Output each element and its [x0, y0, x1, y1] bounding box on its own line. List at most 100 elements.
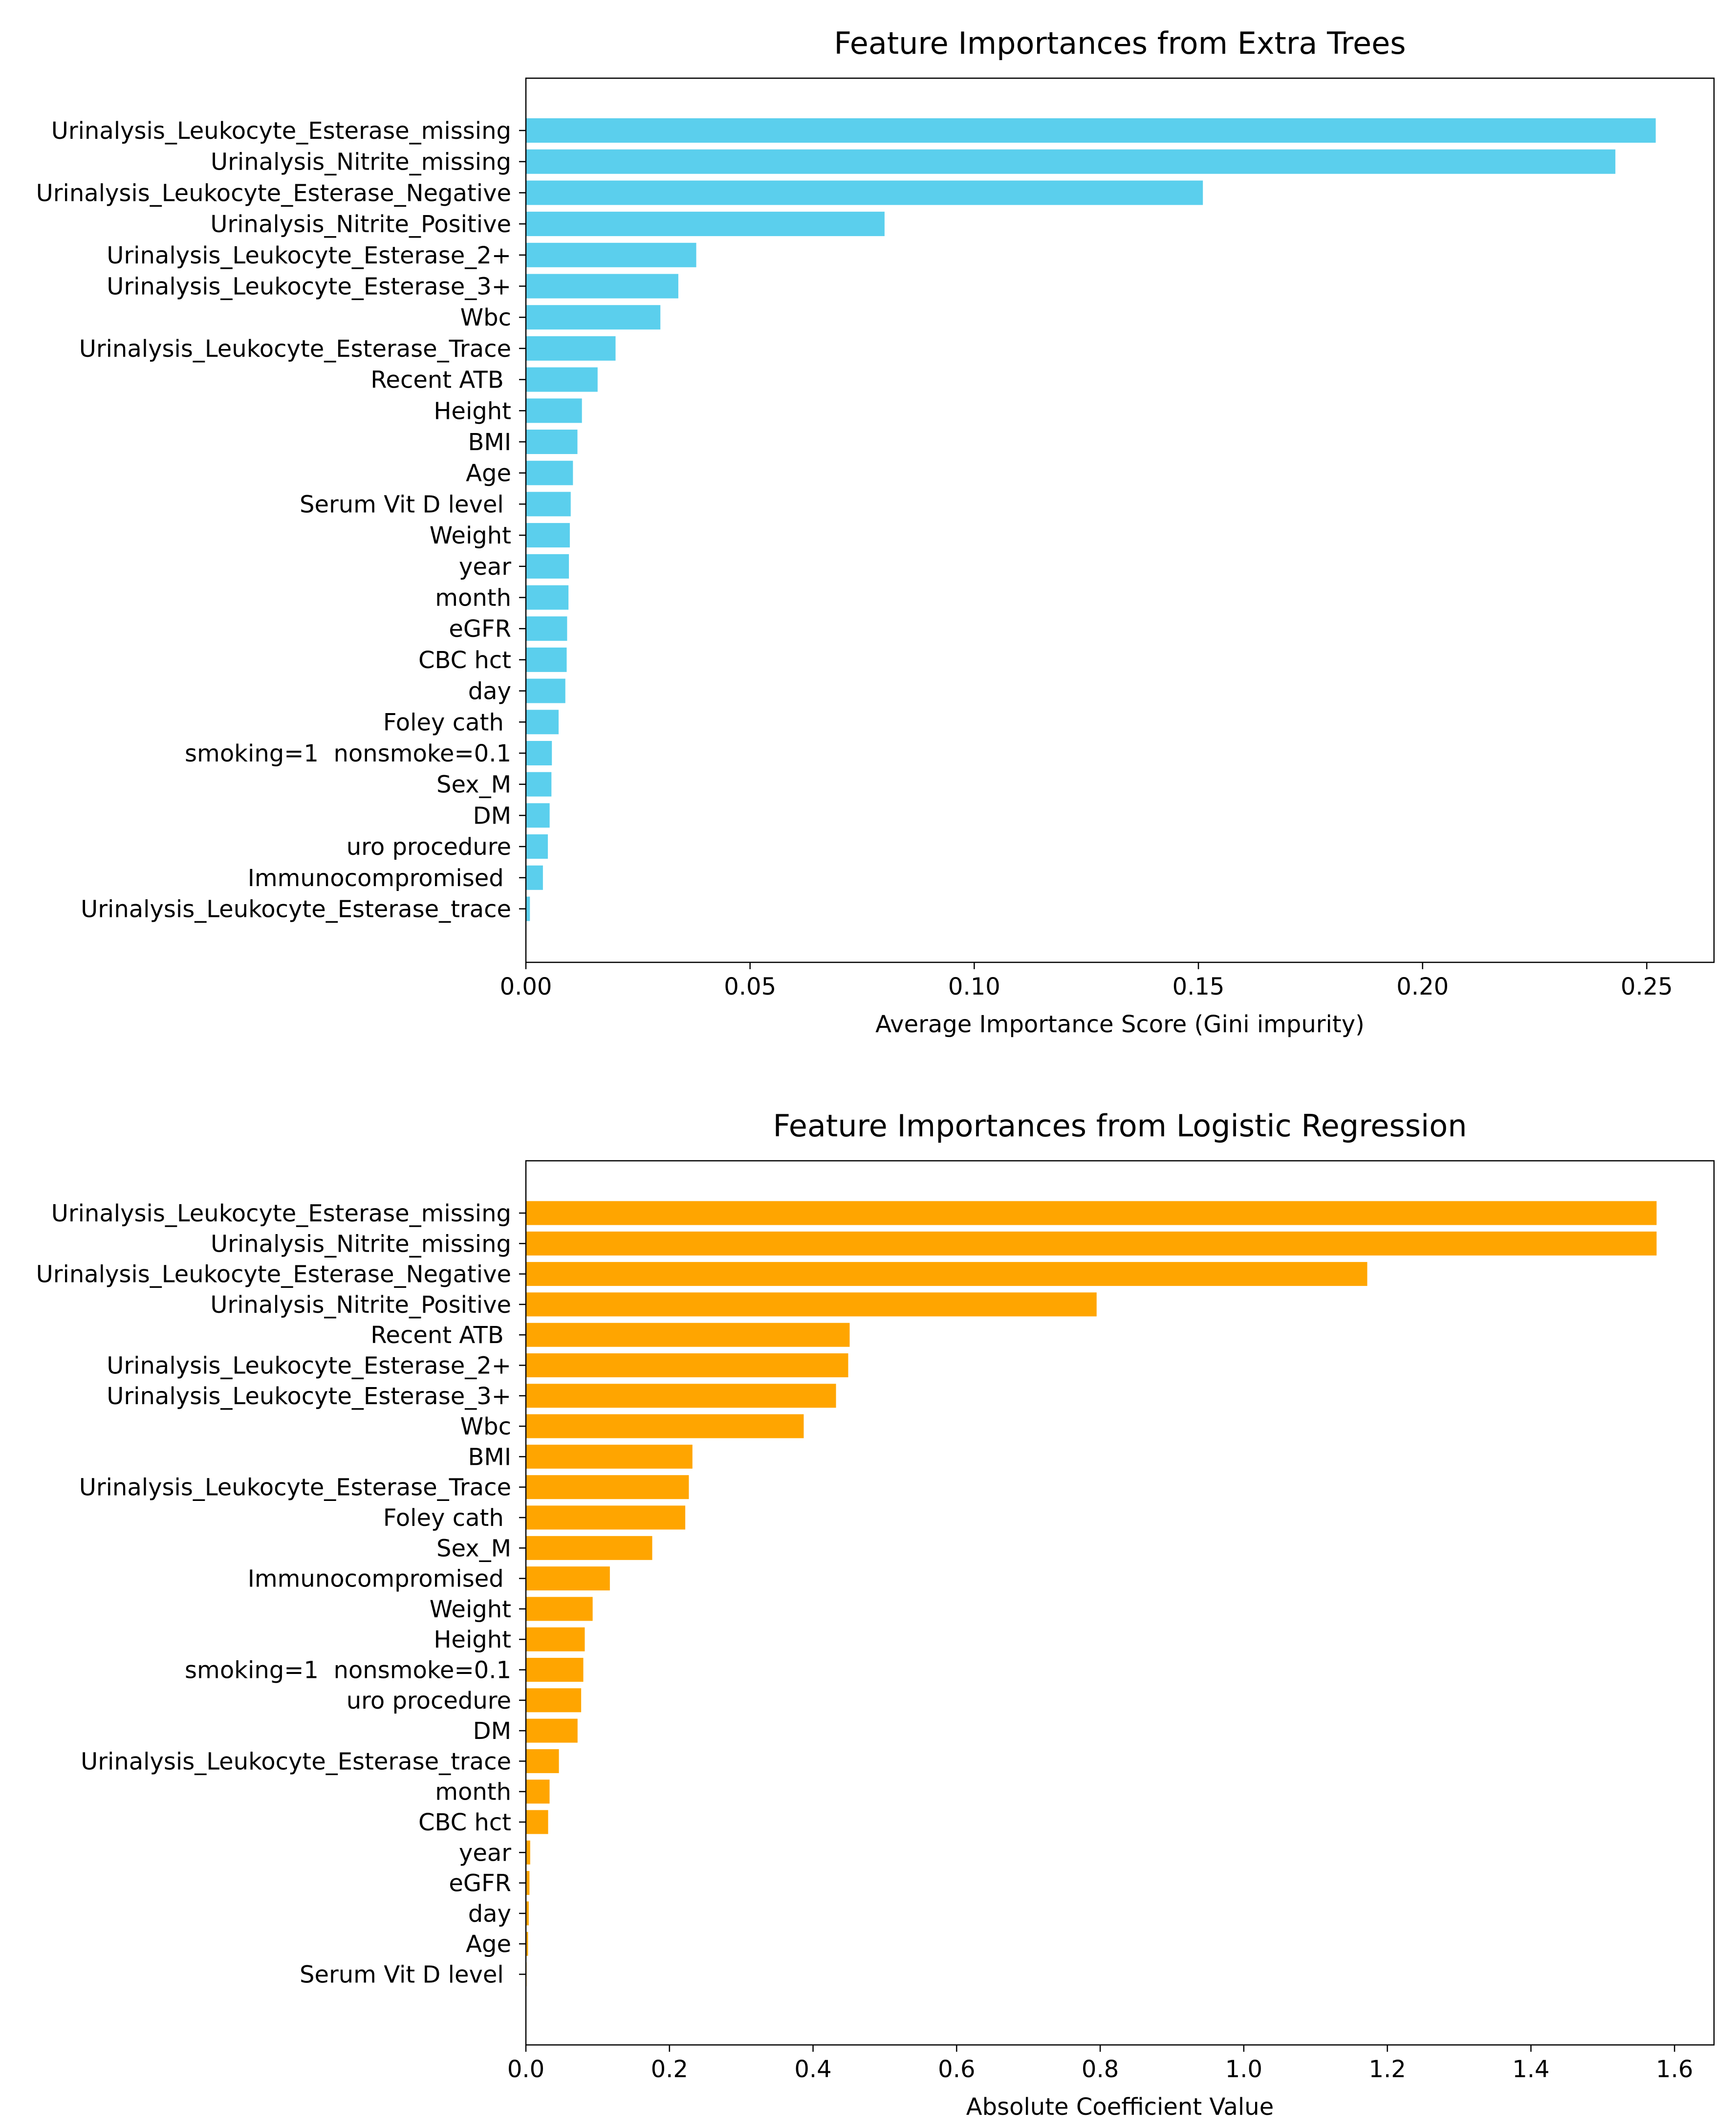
- y-tick-label: Urinalysis_Nitrite_missing: [211, 149, 511, 176]
- bar: [526, 1444, 693, 1469]
- x-tick-label: 0.20: [1396, 973, 1449, 1000]
- bar: [526, 1688, 582, 1713]
- bar: [526, 523, 570, 548]
- bar: [526, 274, 678, 299]
- plot-frame: [525, 77, 1715, 963]
- y-tick-label: Serum Vit D level: [300, 1961, 511, 1989]
- y-tick-label: month: [435, 585, 511, 612]
- bar: [526, 180, 1203, 205]
- y-tick-label: Foley cath: [383, 1504, 511, 1532]
- y-tick-label: Sex_M: [436, 771, 511, 799]
- y-tick-label: Urinalysis_Leukocyte_Esterase_Negative: [36, 1261, 511, 1288]
- y-tick-label: Weight: [430, 1596, 511, 1623]
- bar: [526, 1932, 528, 1956]
- y-tick-label: eGFR: [449, 1870, 511, 1897]
- y-tick-label: Wbc: [460, 304, 511, 331]
- bar: [526, 398, 582, 423]
- plot-frame: [525, 1160, 1715, 2046]
- y-tick-label: Urinalysis_Leukocyte_Esterase_2+: [107, 242, 511, 269]
- bar: [526, 1658, 584, 1682]
- bar: [526, 710, 559, 735]
- y-tick-label: year: [459, 553, 511, 581]
- y-tick-label: Wbc: [460, 1413, 511, 1440]
- y-tick-label: Urinalysis_Leukocyte_Esterase_trace: [81, 896, 511, 923]
- bar: [526, 803, 550, 828]
- y-tick-label: CBC hct: [418, 647, 511, 674]
- bar: [526, 492, 571, 517]
- bar: [526, 212, 885, 237]
- y-tick-label: Urinalysis_Nitrite_Positive: [210, 211, 511, 238]
- bar: [526, 1810, 548, 1834]
- y-tick-label: CBC hct: [418, 1809, 511, 1836]
- y-tick-label: Foley cath: [383, 709, 511, 736]
- bar: [526, 1323, 850, 1347]
- y-tick-label: Age: [466, 460, 511, 487]
- y-tick-label: DM: [473, 802, 511, 829]
- bar: [526, 242, 696, 267]
- y-tick-label: Height: [434, 1626, 511, 1653]
- logistic-regression-chart: Feature Importances from Logistic Regres…: [36, 1108, 1715, 2121]
- y-tick-label: Recent ATB: [370, 367, 511, 394]
- bar: [526, 772, 552, 797]
- bar: [526, 1505, 686, 1530]
- y-tick-label: Height: [434, 397, 511, 425]
- y-tick-label: smoking=1 nonsmoke=0.1: [185, 740, 511, 767]
- chart-title: Feature Importances from Extra Trees: [834, 25, 1406, 61]
- bar: [526, 367, 598, 392]
- y-tick-label: Urinalysis_Leukocyte_Esterase_2+: [107, 1352, 511, 1380]
- y-tick-label: uro procedure: [347, 1687, 511, 1715]
- y-tick-label: Urinalysis_Leukocyte_Esterase_missing: [51, 1200, 511, 1227]
- y-tick-label: eGFR: [449, 615, 511, 643]
- bar: [526, 1627, 585, 1651]
- bar: [526, 1536, 652, 1560]
- y-tick-label: uro procedure: [347, 833, 511, 861]
- x-tick-label: 0.0: [507, 2056, 544, 2083]
- bar: [526, 1840, 530, 1865]
- x-tick-label: 1.2: [1368, 2056, 1406, 2083]
- bar: [526, 1414, 804, 1438]
- x-tick-label: 1.4: [1512, 2056, 1549, 2083]
- y-tick-label: smoking=1 nonsmoke=0.1: [185, 1657, 511, 1684]
- y-tick-label: month: [435, 1779, 511, 1806]
- bar: [526, 678, 565, 703]
- y-tick-label: Urinalysis_Nitrite_missing: [211, 1230, 511, 1258]
- bar: [526, 616, 567, 641]
- bar: [526, 305, 661, 330]
- bar: [526, 554, 569, 579]
- y-tick-label: Immunocompromised: [248, 865, 511, 892]
- x-tick-label: 0.10: [948, 973, 1000, 1000]
- y-tick-label: Urinalysis_Leukocyte_Esterase_Trace: [79, 1474, 511, 1501]
- bar: [526, 1597, 593, 1621]
- y-tick-label: Sex_M: [436, 1535, 511, 1562]
- x-tick-label: 0.6: [938, 2056, 975, 2083]
- y-tick-label: Serum Vit D level: [300, 491, 511, 518]
- bar: [526, 1871, 530, 1895]
- bar: [526, 1384, 836, 1408]
- bar: [526, 896, 530, 921]
- y-tick-label: Urinalysis_Leukocyte_Esterase_trace: [81, 1748, 511, 1775]
- x-tick-label: 0.05: [724, 973, 776, 1000]
- x-axis-label: Average Importance Score (Gini impurity): [875, 1011, 1365, 1038]
- y-tick-label: day: [468, 1900, 511, 1928]
- y-tick-label: Urinalysis_Leukocyte_Esterase_3+: [107, 1383, 511, 1410]
- x-tick-label: 0.8: [1082, 2056, 1119, 2083]
- bar: [526, 1262, 1367, 1286]
- bar: [526, 1780, 550, 1804]
- bar: [526, 1718, 578, 1743]
- bar: [526, 834, 548, 859]
- y-tick-label: Immunocompromised: [248, 1565, 511, 1593]
- bar: [526, 1749, 559, 1773]
- y-tick-label: year: [459, 1839, 511, 1867]
- x-tick-label: 0.2: [651, 2056, 688, 2083]
- y-tick-label: day: [468, 678, 511, 705]
- x-tick-label: 0.15: [1172, 973, 1225, 1000]
- bar: [526, 1353, 848, 1377]
- bar: [526, 336, 616, 361]
- bar: [526, 1566, 610, 1591]
- x-tick-label: 1.6: [1656, 2056, 1693, 2083]
- bar: [526, 1231, 1657, 1256]
- bar: [526, 1292, 1097, 1317]
- x-tick-label: 0.4: [794, 2056, 831, 2083]
